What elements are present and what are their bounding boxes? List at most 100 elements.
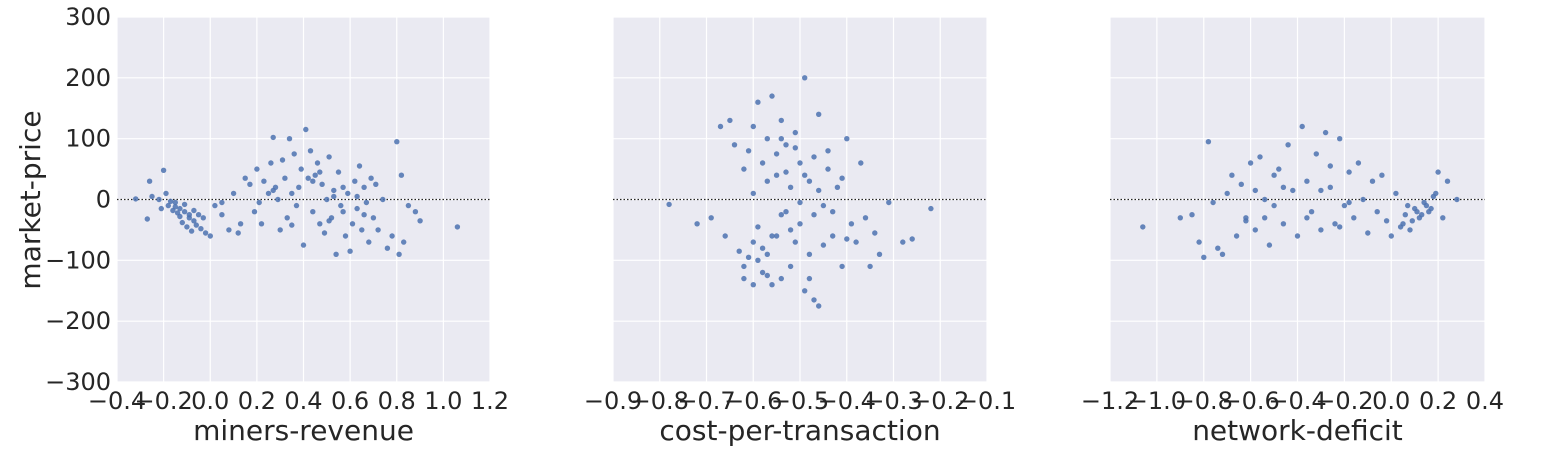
x-tick-label: −0.7 bbox=[677, 387, 735, 415]
scatter-point bbox=[219, 212, 225, 218]
scatter-point bbox=[1444, 178, 1451, 184]
scatter-point bbox=[340, 209, 346, 215]
scatter-point bbox=[384, 245, 391, 251]
scatter-point bbox=[900, 239, 906, 245]
scatter-point bbox=[380, 196, 386, 203]
scatter-point bbox=[783, 169, 789, 175]
y-axis-label: market-price bbox=[14, 110, 47, 289]
scatter-point bbox=[286, 136, 293, 142]
scatter-point bbox=[1374, 209, 1380, 215]
scatter-point bbox=[363, 199, 370, 206]
scatter-point bbox=[806, 178, 813, 184]
scatter-point bbox=[1304, 178, 1310, 184]
scatter-point bbox=[806, 275, 813, 282]
scatter-point bbox=[251, 209, 258, 215]
scatter-point bbox=[1252, 227, 1259, 233]
scatter-point bbox=[247, 181, 253, 187]
scatter-point bbox=[1341, 202, 1348, 209]
scatter-point bbox=[258, 221, 265, 227]
x-tick-label: −0.2 bbox=[134, 387, 192, 415]
scatter-point bbox=[335, 169, 342, 175]
scatter-point bbox=[303, 126, 309, 133]
scatter-point bbox=[195, 212, 202, 218]
scatter-point bbox=[1280, 184, 1287, 190]
x-tick-label: −0.4 bbox=[818, 387, 876, 415]
scatter-point bbox=[200, 215, 206, 221]
scatter-point bbox=[783, 142, 789, 148]
scatter-point bbox=[830, 209, 836, 215]
scatter-point bbox=[811, 212, 817, 218]
scatter-point bbox=[745, 254, 752, 260]
scatter-point bbox=[844, 136, 850, 142]
scatter-point bbox=[741, 166, 747, 172]
scatter-point bbox=[242, 175, 248, 181]
scatter-point bbox=[1322, 129, 1329, 136]
scatter-point bbox=[1383, 218, 1390, 224]
scatter-point bbox=[1388, 233, 1395, 239]
scatter-point bbox=[1262, 215, 1268, 221]
scatter-point bbox=[191, 218, 197, 224]
scatter-point bbox=[298, 166, 304, 172]
scatter-point bbox=[1332, 221, 1338, 227]
scatter-point bbox=[1400, 221, 1406, 227]
scatter-point bbox=[144, 216, 150, 222]
scatter-point bbox=[340, 184, 346, 190]
scatter-point bbox=[396, 251, 402, 257]
scatter-point bbox=[1294, 233, 1301, 239]
x-tick-label: −0.6 bbox=[724, 387, 782, 415]
scatter-point bbox=[193, 222, 199, 228]
scatter-point bbox=[356, 163, 363, 169]
scatter-point bbox=[741, 275, 747, 282]
scatter-point bbox=[1229, 172, 1235, 178]
x-tick-label: −0.4 bbox=[88, 387, 146, 415]
scatter-point bbox=[1224, 190, 1230, 197]
scatter-point bbox=[237, 221, 244, 227]
scatter-point bbox=[1379, 172, 1385, 178]
scatter-point bbox=[764, 136, 770, 142]
scatter-point bbox=[811, 154, 817, 160]
scatter-point bbox=[354, 193, 360, 200]
scatter-point bbox=[1337, 224, 1343, 230]
scatter-point bbox=[133, 196, 139, 202]
scatter-point bbox=[909, 236, 915, 242]
scatter-point bbox=[1365, 230, 1371, 236]
scatter-point bbox=[1205, 139, 1212, 145]
scatter-point bbox=[212, 202, 218, 209]
scatter-point bbox=[1428, 205, 1434, 212]
scatter-point bbox=[769, 93, 775, 99]
scatter-point bbox=[202, 230, 209, 236]
scatter-point bbox=[1201, 254, 1207, 260]
scatter-point bbox=[165, 202, 171, 209]
scatter-point bbox=[876, 251, 883, 257]
scatter-point bbox=[1407, 227, 1413, 233]
y-tick-label: −300 bbox=[45, 368, 111, 396]
scatter-point bbox=[412, 209, 419, 215]
scatter-point bbox=[759, 245, 766, 251]
scatter-point bbox=[345, 190, 351, 197]
scatter-point bbox=[862, 215, 869, 221]
scatter-point bbox=[1238, 181, 1245, 187]
x-tick-label: −0.1 bbox=[958, 387, 1016, 415]
scatter-point bbox=[802, 288, 808, 294]
scatter-point bbox=[359, 227, 365, 233]
x-tick-label: −0.4 bbox=[1268, 387, 1326, 415]
scatter-point bbox=[331, 193, 337, 200]
scatter-point bbox=[717, 123, 724, 130]
scatter-point bbox=[787, 184, 794, 190]
scatter-point bbox=[816, 187, 822, 194]
scatter-point bbox=[319, 181, 325, 187]
scatter-point bbox=[773, 172, 780, 178]
scatter-point bbox=[1308, 209, 1315, 215]
scatter-point bbox=[1337, 136, 1343, 142]
scatter-point bbox=[146, 178, 153, 184]
scatter-point bbox=[778, 275, 784, 282]
scatter-point bbox=[792, 145, 798, 151]
scatter-point bbox=[184, 224, 190, 230]
scatter-point bbox=[750, 282, 756, 288]
scatter-point bbox=[1327, 184, 1334, 190]
scatter-point bbox=[839, 175, 845, 181]
scatter-point bbox=[282, 175, 288, 181]
x-tick-label: 0.6 bbox=[331, 387, 369, 415]
scatter-point bbox=[759, 269, 766, 276]
x-tick-label: −0.2 bbox=[1315, 387, 1373, 415]
